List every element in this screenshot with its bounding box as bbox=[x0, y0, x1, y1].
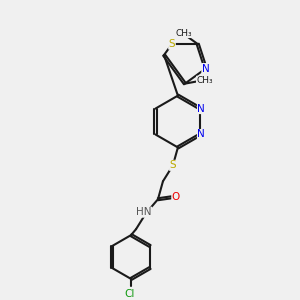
Text: CH₃: CH₃ bbox=[196, 76, 213, 85]
Text: S: S bbox=[169, 39, 175, 49]
Text: Cl: Cl bbox=[124, 289, 134, 299]
Text: HN: HN bbox=[136, 207, 152, 217]
Text: N: N bbox=[202, 64, 210, 74]
Text: N: N bbox=[197, 103, 205, 114]
Text: CH₃: CH₃ bbox=[176, 28, 192, 38]
Text: O: O bbox=[172, 192, 180, 202]
Text: N: N bbox=[197, 130, 205, 140]
Text: S: S bbox=[169, 160, 176, 170]
